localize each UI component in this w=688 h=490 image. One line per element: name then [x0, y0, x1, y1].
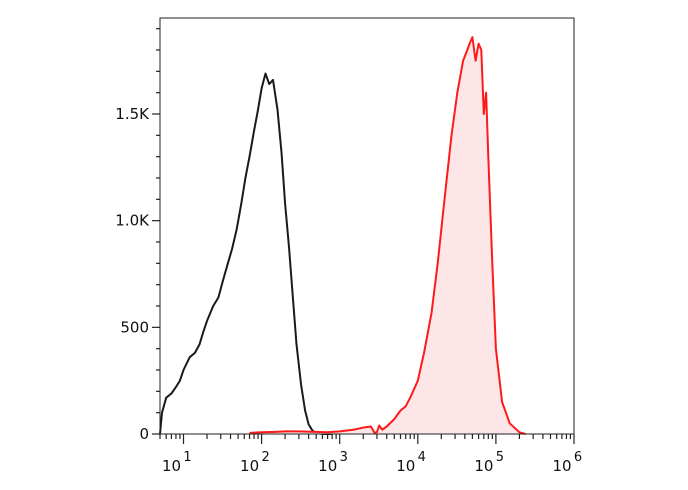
x-tick-exponent: 2 [261, 450, 269, 465]
x-tick-label: 10 [240, 457, 259, 475]
series-2-line [249, 36, 526, 435]
x-tick-exponent: 5 [496, 450, 504, 465]
x-tick-label: 10 [474, 457, 493, 475]
x-tick-exponent: 1 [183, 450, 191, 465]
plot-area [159, 36, 526, 435]
y-tick-label: 500 [120, 318, 149, 336]
y-tick-label: 1.0K [115, 212, 150, 230]
x-tick-label: 10 [162, 457, 181, 475]
y-tick-label: 1.5K [115, 105, 150, 123]
x-tick-label: 10 [552, 457, 571, 475]
x-tick-exponent: 4 [418, 450, 426, 465]
x-tick-exponent: 6 [574, 450, 582, 465]
x-tick-label: 10 [396, 457, 415, 475]
plot-frame [159, 17, 575, 435]
series-1-line [159, 72, 333, 435]
y-tick-label: 0 [139, 425, 149, 443]
series-2-fill [249, 37, 526, 434]
x-tick-exponent: 3 [340, 450, 348, 465]
x-tick-label: 10 [318, 457, 337, 475]
